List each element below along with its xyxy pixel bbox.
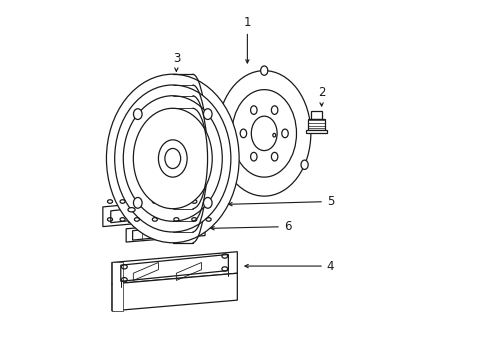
Ellipse shape (164, 148, 180, 168)
Text: 2: 2 (317, 86, 325, 106)
Ellipse shape (301, 160, 307, 170)
Text: 5: 5 (228, 195, 334, 208)
Ellipse shape (123, 96, 222, 221)
Ellipse shape (260, 66, 267, 75)
Text: 4: 4 (244, 260, 334, 273)
Polygon shape (112, 262, 122, 311)
Ellipse shape (115, 85, 230, 232)
Ellipse shape (203, 109, 212, 120)
Polygon shape (128, 210, 135, 222)
Ellipse shape (231, 90, 296, 177)
Ellipse shape (133, 109, 142, 120)
Ellipse shape (250, 106, 257, 114)
Ellipse shape (271, 152, 277, 161)
Text: 3: 3 (172, 51, 180, 71)
Polygon shape (307, 119, 324, 130)
Polygon shape (112, 273, 237, 311)
Polygon shape (102, 196, 219, 226)
Ellipse shape (128, 208, 135, 212)
Ellipse shape (158, 140, 187, 177)
Ellipse shape (281, 129, 287, 138)
Ellipse shape (133, 108, 212, 209)
Text: 1: 1 (243, 16, 251, 63)
Ellipse shape (251, 116, 277, 150)
Polygon shape (310, 111, 321, 119)
Polygon shape (126, 222, 204, 242)
Ellipse shape (133, 198, 142, 208)
Ellipse shape (272, 134, 275, 137)
Ellipse shape (271, 106, 277, 114)
Ellipse shape (217, 71, 310, 196)
Ellipse shape (106, 74, 239, 243)
Ellipse shape (240, 129, 246, 138)
Ellipse shape (220, 160, 227, 170)
Ellipse shape (250, 152, 257, 161)
Ellipse shape (203, 198, 212, 208)
Polygon shape (112, 252, 237, 284)
Text: 6: 6 (210, 220, 291, 233)
Polygon shape (305, 130, 326, 134)
